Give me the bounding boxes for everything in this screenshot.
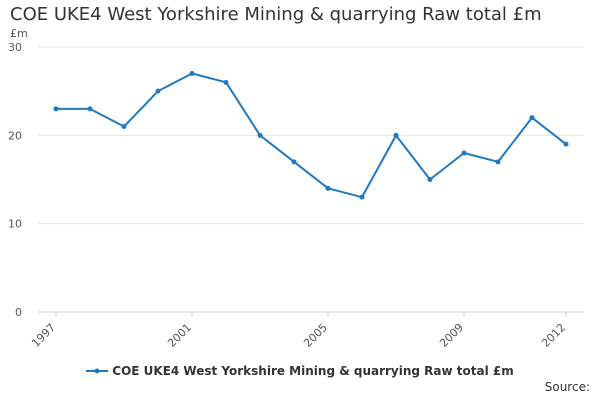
- series-line: [56, 72, 567, 199]
- data-point: [529, 115, 535, 121]
- y-tick-label: 30: [8, 41, 22, 54]
- data-point: [291, 159, 297, 165]
- x-tick-label: 2012: [539, 321, 568, 350]
- data-point: [359, 194, 365, 200]
- data-point: [461, 150, 467, 156]
- data-point: [495, 159, 501, 165]
- x-tick-label: 1997: [29, 321, 58, 350]
- x-axis: 1997 2001 2005 2009 2012: [29, 312, 568, 350]
- data-point: [393, 132, 399, 138]
- data-point: [223, 79, 229, 85]
- x-tick-label: 2009: [437, 321, 466, 350]
- data-point: [53, 106, 59, 112]
- data-point: [427, 177, 433, 182]
- y-tick-label: 10: [8, 218, 22, 231]
- chart-title: COE UKE4 West Yorkshire Mining & quarryi…: [10, 4, 542, 25]
- series-group: [53, 71, 569, 200]
- y-axis-label: £m: [10, 27, 28, 40]
- gridlines: [38, 46, 584, 313]
- data-point: [155, 88, 161, 94]
- x-tick-label: 2005: [301, 321, 330, 350]
- y-tick-label: 20: [8, 129, 22, 142]
- data-point: [325, 185, 331, 191]
- legend-line-marker-icon: [86, 368, 109, 374]
- data-point: [87, 106, 93, 112]
- data-point: [563, 141, 569, 147]
- source-label: Source:: [544, 380, 590, 394]
- data-point: [189, 71, 195, 76]
- y-tick-label: 0: [15, 306, 22, 319]
- data-point: [121, 124, 127, 129]
- data-point: [257, 132, 263, 138]
- x-tick-label: 2001: [165, 321, 194, 350]
- legend-label: COE UKE4 West Yorkshire Mining & quarryi…: [112, 364, 514, 378]
- legend[interactable]: COE UKE4 West Yorkshire Mining & quarryi…: [0, 364, 600, 379]
- legend-item[interactable]: COE UKE4 West Yorkshire Mining & quarryi…: [86, 364, 514, 378]
- y-axis: 0 10 20 30£m: [8, 27, 28, 319]
